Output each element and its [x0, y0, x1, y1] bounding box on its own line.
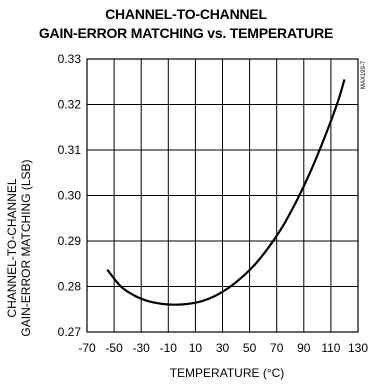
series-line — [106, 79, 346, 306]
data-point — [297, 200, 298, 201]
y-tick-label: 0.33 — [58, 52, 82, 66]
data-point — [134, 295, 135, 296]
data-point — [256, 262, 257, 263]
data-point — [175, 304, 176, 305]
y-tick-label: 0.32 — [58, 98, 82, 112]
plot-frame — [86, 58, 359, 333]
data-point — [344, 79, 345, 80]
data-point — [147, 301, 148, 302]
data-point — [337, 102, 338, 103]
x-tick-label: 30 — [216, 341, 230, 355]
x-tick-label: -30 — [133, 341, 151, 355]
data-point — [188, 303, 189, 304]
y-tick-label: 0.31 — [58, 143, 82, 157]
y-tick-label: 0.29 — [58, 234, 82, 248]
chart-title-line1: CHANNEL-TO-CHANNEL — [105, 6, 267, 22]
data-point — [269, 245, 270, 246]
data-point — [242, 276, 243, 277]
y-tick-label: 0.27 — [58, 325, 82, 339]
x-tick-label: -70 — [78, 341, 96, 355]
x-tick-label: -50 — [105, 341, 123, 355]
data-point — [202, 301, 203, 302]
y-tick-label: 0.28 — [58, 280, 82, 294]
x-tick-label: -10 — [160, 341, 178, 355]
x-tick-label: 110 — [321, 341, 340, 355]
x-tick-label: 10 — [189, 341, 203, 355]
data-point — [161, 303, 162, 304]
chart-title-line2: GAIN-ERROR MATCHING vs. TEMPERATURE — [38, 25, 334, 41]
x-axis-label: TEMPERATURE (°C) — [169, 366, 285, 380]
data-point — [229, 287, 230, 288]
data-point — [324, 138, 325, 139]
data-point — [310, 171, 311, 172]
y-tick-label: 0.30 — [58, 189, 82, 203]
data-point — [215, 295, 216, 296]
x-tick-label: 50 — [243, 341, 257, 355]
data-point — [120, 286, 121, 287]
data-point — [283, 225, 284, 226]
data-point — [107, 269, 108, 270]
x-tick-label: 70 — [270, 341, 284, 355]
x-tick-label: 130 — [348, 341, 368, 355]
x-tick-label: 90 — [297, 341, 311, 355]
